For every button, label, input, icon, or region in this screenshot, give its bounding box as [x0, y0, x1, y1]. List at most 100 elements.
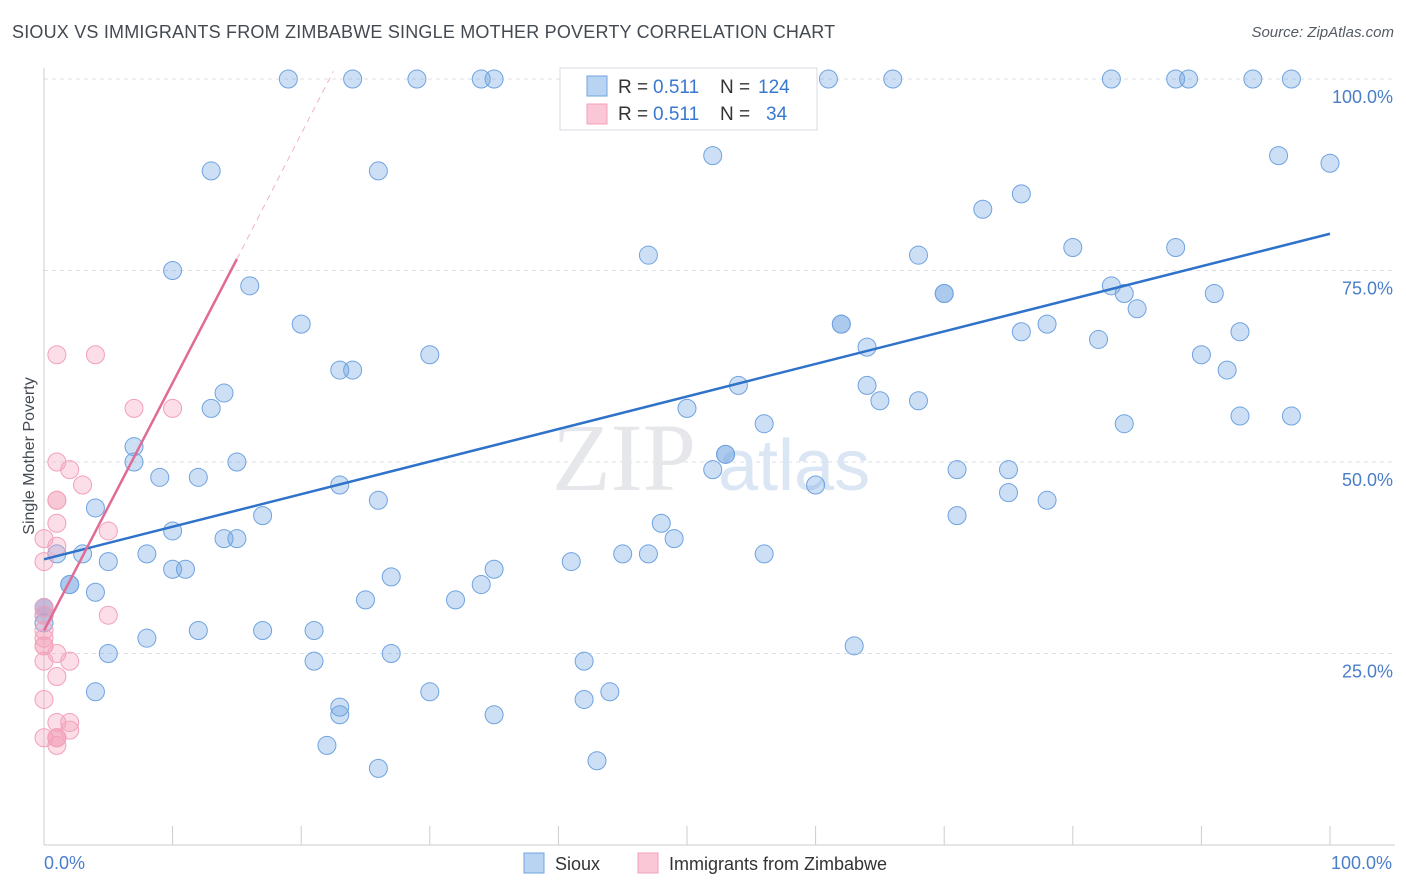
series-sioux-points	[34, 69, 1340, 778]
y-tick-labels: 100.0% 75.0% 50.0% 25.0%	[1332, 87, 1393, 682]
y-axis-label: Single Mother Poverty	[21, 377, 38, 534]
data-point	[484, 559, 504, 579]
data-point	[201, 398, 221, 418]
data-point	[999, 483, 1018, 503]
data-point	[188, 467, 208, 487]
data-point	[574, 689, 594, 709]
data-point	[1037, 490, 1057, 510]
data-point	[253, 621, 273, 641]
data-point	[1011, 322, 1031, 342]
data-point	[1191, 345, 1211, 365]
trend-lines	[42, 71, 1331, 632]
data-point	[1269, 146, 1289, 166]
legend-r-label-1: R =	[618, 77, 648, 98]
data-point	[818, 69, 838, 89]
data-point	[253, 506, 273, 526]
data-point	[716, 444, 736, 464]
x-tick-labels: 0.0% 100.0%	[44, 853, 1392, 873]
data-point	[356, 590, 375, 610]
data-point	[1101, 69, 1121, 89]
legend-n-value-2: 34	[766, 104, 788, 125]
data-point	[227, 452, 247, 472]
data-point	[638, 544, 658, 564]
data-point	[484, 705, 504, 725]
data-point	[98, 605, 118, 625]
source-credit: Source: ZipAtlas.com	[1251, 24, 1394, 41]
data-point	[844, 636, 864, 656]
data-point	[98, 644, 118, 663]
data-point	[1063, 238, 1083, 258]
data-point	[60, 651, 80, 671]
data-point	[806, 475, 826, 495]
watermark-zip: ZIP	[552, 404, 696, 511]
data-point	[561, 552, 581, 572]
x-tick-label-max: 100.0%	[1331, 853, 1392, 873]
data-point	[304, 621, 324, 641]
data-point	[150, 467, 170, 487]
data-point	[1127, 299, 1147, 319]
legend-n-value-1: 124	[758, 77, 790, 98]
legend-r-value-1: 0.511	[653, 77, 699, 98]
data-point	[471, 575, 491, 595]
legend-stats: R = 0.511 N = 124 R = 0.511 N = 34	[559, 67, 818, 131]
watermark-atlas: atlas	[718, 426, 870, 506]
data-point	[85, 498, 105, 518]
data-point	[870, 391, 890, 411]
data-point	[34, 613, 54, 633]
data-point	[1230, 406, 1250, 426]
data-point	[47, 666, 67, 686]
data-point	[973, 199, 993, 219]
data-point	[85, 582, 105, 602]
legend-label-sioux: Sioux	[555, 854, 600, 874]
axes	[43, 68, 1395, 846]
trend-line-zimbabwe	[42, 258, 239, 632]
y-tick-label: 50.0%	[1342, 470, 1393, 490]
data-point	[368, 490, 388, 510]
data-point	[600, 682, 620, 702]
data-point	[368, 161, 388, 181]
data-point	[1037, 314, 1057, 334]
data-point	[1114, 283, 1134, 303]
data-point	[381, 644, 401, 663]
data-point	[677, 398, 697, 418]
data-point	[857, 375, 877, 395]
data-point	[317, 735, 337, 755]
data-point	[587, 751, 607, 771]
legend-swatch-zimbabwe	[586, 103, 608, 125]
data-point	[381, 567, 401, 587]
data-point	[85, 682, 105, 702]
data-point	[368, 758, 388, 778]
gridlines	[44, 78, 1395, 654]
data-point	[638, 245, 658, 265]
data-point	[330, 705, 350, 725]
data-point	[60, 712, 80, 732]
data-point	[34, 552, 54, 572]
data-point	[304, 651, 324, 671]
data-point	[188, 621, 208, 641]
data-point	[664, 529, 684, 549]
data-point	[947, 506, 967, 526]
legend-bottom-swatch-sioux	[523, 852, 545, 874]
data-point	[651, 513, 671, 533]
data-point	[47, 513, 67, 533]
legend-swatch-sioux	[586, 75, 608, 97]
data-point	[999, 460, 1018, 480]
data-point	[1281, 69, 1301, 89]
data-point	[1281, 406, 1301, 426]
trend-line-zimbabwe-extension	[236, 71, 334, 260]
data-point	[420, 682, 440, 702]
data-point	[1179, 69, 1199, 89]
data-point	[754, 544, 774, 564]
data-point	[484, 69, 504, 89]
data-point	[240, 276, 260, 296]
data-point	[34, 689, 54, 709]
legend-n-label-1: N =	[720, 77, 750, 98]
data-point	[227, 529, 247, 549]
data-point	[1166, 238, 1186, 258]
data-point	[34, 598, 54, 618]
data-point	[291, 314, 311, 334]
data-point	[85, 345, 105, 365]
data-point	[163, 398, 183, 418]
data-point	[73, 475, 93, 495]
data-point	[175, 559, 195, 579]
